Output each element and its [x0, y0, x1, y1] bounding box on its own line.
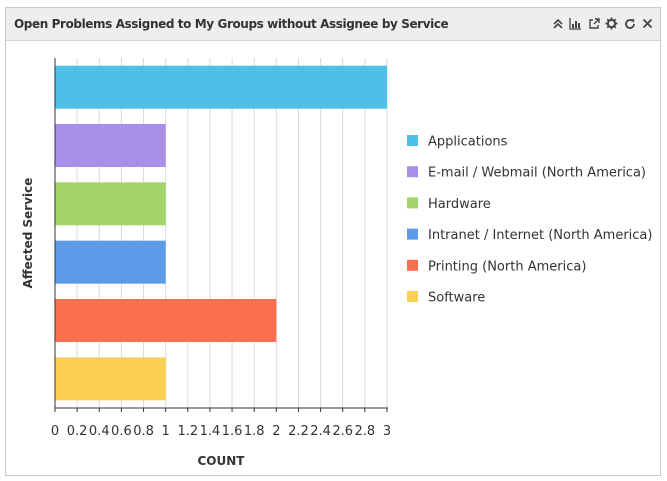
- bar: [55, 240, 166, 284]
- x-tick-label: 2.4: [310, 424, 331, 439]
- bar: [55, 182, 166, 226]
- widget-header: Open Problems Assigned to My Groups with…: [6, 8, 660, 41]
- legend-swatch: [407, 259, 418, 271]
- legend-label: Hardware: [428, 197, 491, 212]
- widget-toolbar: [551, 16, 654, 31]
- x-tick-label: 1.4: [200, 424, 221, 439]
- legend-swatch: [407, 166, 418, 178]
- legend-label: Intranet / Internet (North America): [428, 228, 652, 243]
- legend-label: Printing (North America): [428, 259, 586, 274]
- x-tick-label: 2: [272, 424, 280, 439]
- widget-title: Open Problems Assigned to My Groups with…: [14, 17, 449, 31]
- x-tick-label: 1: [162, 424, 170, 439]
- x-tick-label: 1.6: [222, 424, 243, 439]
- bar: [55, 124, 166, 167]
- legend-label: E-mail / Webmail (North America): [428, 166, 646, 181]
- x-axis-title: COUNT: [198, 454, 246, 468]
- bar-chart: 0 0.2 0.4 0.6 0.8 1 1.2 1.4 1.6 1.8 2 2.2 2.4 2.6 2.8 3…: [21, 58, 652, 468]
- x-tick-label: 2.2: [288, 424, 309, 439]
- legend-swatch: [407, 291, 418, 302]
- refresh-icon[interactable]: [623, 16, 636, 31]
- x-tick-label: 0.6: [111, 424, 132, 439]
- legend-swatch: [407, 135, 418, 146]
- bar: [55, 65, 387, 109]
- legend-label: Applications: [428, 135, 508, 150]
- settings-gear-icon[interactable]: [605, 16, 618, 31]
- open-external-icon[interactable]: [587, 16, 600, 31]
- legend-label: Software: [428, 291, 485, 306]
- x-tick-label: 0: [51, 424, 59, 439]
- x-tick-label: 0.4: [89, 424, 110, 439]
- x-tick-label: 1.8: [244, 424, 265, 439]
- y-axis-title: Affected Service: [21, 178, 35, 289]
- collapse-icon[interactable]: [551, 16, 564, 31]
- bar: [55, 357, 166, 401]
- x-tick-label: 3: [383, 424, 391, 439]
- x-tick-label: 0.8: [133, 424, 154, 439]
- x-tick-label: 0.2: [67, 424, 88, 439]
- dashboard-widget: Open Problems Assigned to My Groups with…: [5, 7, 661, 476]
- legend-swatch: [407, 197, 418, 209]
- close-icon[interactable]: [641, 16, 654, 31]
- x-tick-label: 2.6: [332, 424, 353, 439]
- legend-swatch: [407, 228, 418, 240]
- chart-type-icon[interactable]: [569, 16, 582, 31]
- x-tick-label: 2.8: [355, 424, 376, 439]
- chart-area: 0 0.2 0.4 0.6 0.8 1 1.2 1.4 1.6 1.8 2 2.2 2.4 2.6 2.8 3…: [6, 41, 660, 475]
- x-tick-label: 1.2: [177, 424, 198, 439]
- bar: [55, 299, 277, 342]
